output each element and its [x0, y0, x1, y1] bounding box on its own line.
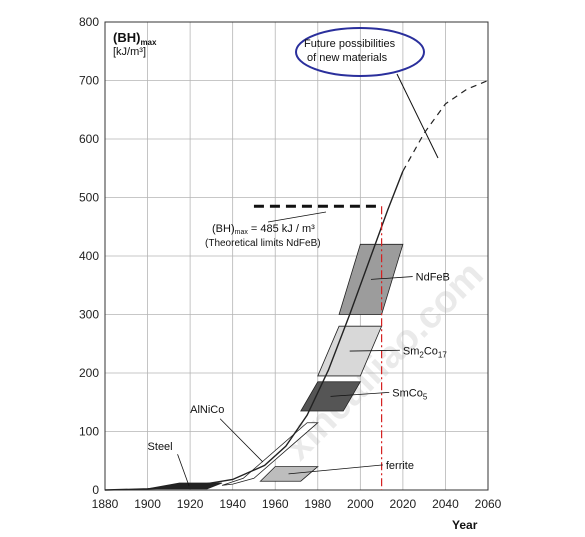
future-callout-line1: Future possibilities	[304, 38, 396, 50]
label-alnico: AlNiCo	[190, 404, 224, 416]
pointer-alnico	[219, 418, 264, 463]
y-tick-labels: 0 100 200 300 400 500 600 700 800	[79, 15, 99, 497]
x-tick-label: 2000	[347, 497, 374, 511]
limit-label: (BH)max = 485 kJ / m³	[212, 223, 315, 236]
label-ferrite: ferrite	[386, 460, 414, 472]
future-callout-line2: of new materials	[307, 52, 388, 64]
y-tick-label: 0	[92, 483, 99, 497]
label-smco5: SmCo5	[392, 387, 428, 401]
main-curve-dashed	[402, 79, 489, 172]
x-tick-labels: 1880 1900 1920 1940 1960 1980 2000 2020 2040 2060	[92, 497, 502, 511]
y-tick-label: 700	[79, 74, 99, 88]
y-axis-unit: [kJ/m³]	[113, 46, 146, 58]
x-tick-label: 2060	[475, 497, 502, 511]
y-tick-label: 300	[79, 308, 99, 322]
y-tick-label: 800	[79, 15, 99, 29]
x-tick-label: 1900	[134, 497, 161, 511]
x-tick-label: 1880	[92, 497, 119, 511]
x-axis-label: Year	[452, 518, 478, 532]
x-tick-label: 1920	[177, 497, 204, 511]
y-tick-label: 500	[79, 191, 99, 205]
pointer-ndfeb	[370, 276, 413, 280]
limit-pointer	[267, 211, 327, 223]
region-alnico	[221, 422, 319, 486]
material-regions	[147, 243, 404, 490]
y-axis-label: (BH)max	[113, 30, 157, 47]
future-callout-ellipse	[295, 27, 425, 77]
future-callout-pointer	[396, 73, 439, 159]
x-tick-label: 1980	[304, 497, 331, 511]
y-tick-label: 200	[79, 366, 99, 380]
x-tick-label: 2040	[432, 497, 459, 511]
y-tick-label: 100	[79, 425, 99, 439]
pointer-ferrite	[288, 464, 383, 475]
x-tick-label: 1960	[262, 497, 289, 511]
y-tick-label: 600	[79, 132, 99, 146]
plot-frame	[104, 21, 489, 491]
x-tick-label: 2020	[390, 497, 417, 511]
label-sm2co17: Sm2Co17	[403, 345, 447, 359]
x-tick-label: 1940	[219, 497, 246, 511]
main-curve-solid	[104, 170, 404, 491]
pointer-steel	[177, 454, 190, 487]
pointer-sm2co17	[349, 349, 400, 352]
limit-sublabel: (Theoretical limits NdFeB)	[205, 238, 321, 249]
label-steel: Steel	[148, 441, 173, 453]
pointer-smco5	[330, 392, 390, 397]
region-labels: NdFeB Sm2Co17 SmCo5 AlNiCo ferrite Steel	[148, 272, 450, 487]
y-tick-label: 400	[79, 249, 99, 263]
label-ndfeb: NdFeB	[416, 272, 450, 284]
